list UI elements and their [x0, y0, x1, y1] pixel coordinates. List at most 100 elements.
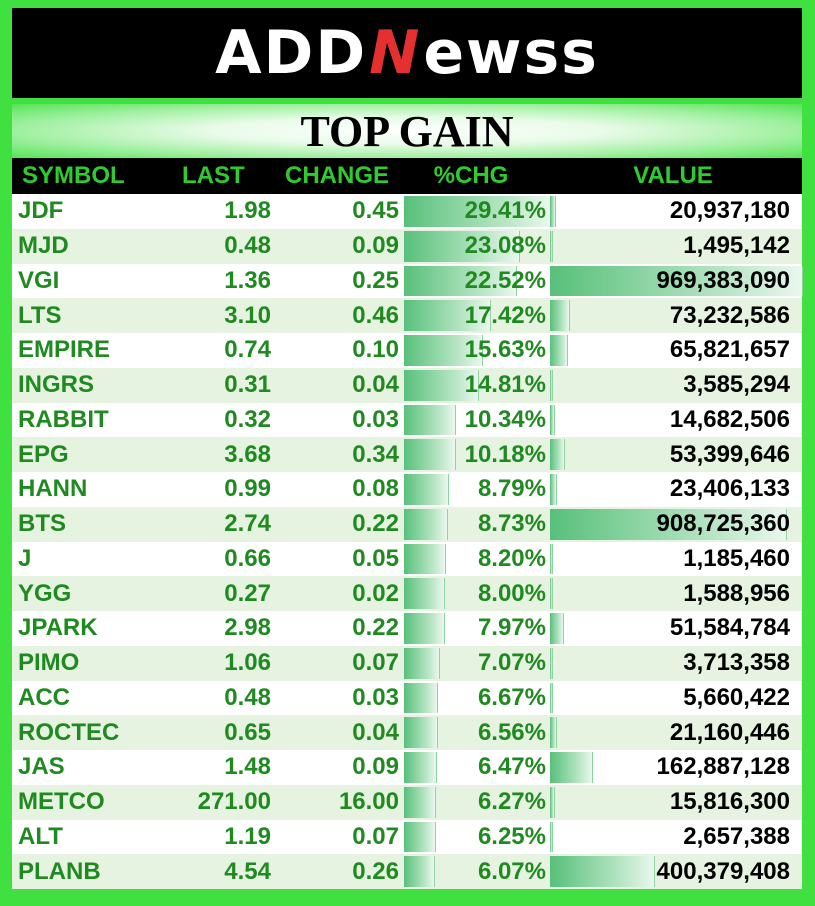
value-databar	[550, 369, 554, 401]
table-row: INGRS 0.31 0.04 14.81% 3,585,294	[12, 367, 802, 403]
row-change: 0.05	[352, 544, 399, 572]
brand-logo: ADD N ewss	[215, 18, 599, 88]
row-value-cell: 21,160,446	[550, 715, 802, 750]
row-change: 0.26	[352, 857, 399, 885]
table-row: JPARK 2.98 0.22 7.97% 51,584,784	[12, 611, 802, 646]
row-value-cell: 5,660,422	[550, 681, 802, 716]
pct-databar	[404, 578, 445, 609]
row-symbol: PIMO	[18, 649, 80, 677]
row-value: 969,383,090	[656, 266, 790, 294]
row-symbol: BTS	[18, 510, 66, 538]
row-value: 3,713,358	[683, 649, 790, 677]
row-change: 0.09	[352, 753, 399, 781]
row-pct: 29.41%	[464, 197, 546, 225]
row-change: 0.08	[352, 475, 399, 503]
row-pct: 14.81%	[464, 371, 546, 399]
row-last: 3.10	[224, 301, 271, 329]
value-databar	[550, 439, 565, 470]
row-value-cell: 1,185,460	[550, 542, 802, 577]
table-row: ACC 0.48 0.03 6.67% 5,660,422	[12, 680, 802, 716]
row-pct: 6.25%	[477, 822, 546, 850]
row-symbol: VGI	[18, 266, 60, 294]
table-row: BTS 2.74 0.22 8.73% 908,725,360	[12, 506, 802, 542]
row-value-cell: 3,713,358	[550, 646, 802, 681]
row-value-cell: 400,379,408	[550, 854, 802, 889]
row-pct: 23.08%	[464, 232, 546, 260]
row-value: 14,682,506	[669, 405, 790, 433]
row-symbol: YGG	[18, 579, 72, 607]
value-databar	[550, 786, 556, 818]
table-body: JDF 1.98 0.45 29.41% 20,937,180 MJD 0.48 0.09 23…	[12, 194, 803, 889]
column-header-value: VALUE	[633, 162, 713, 189]
pct-databar	[404, 647, 441, 679]
value-databar	[550, 404, 555, 436]
row-value-cell: 1,495,142	[550, 229, 802, 264]
row-pct: 6.47%	[477, 753, 546, 781]
pct-databar	[404, 613, 445, 644]
table-row: JDF 1.98 0.45 29.41% 20,937,180	[12, 194, 802, 229]
title-banner: TOP GAIN	[12, 104, 802, 158]
row-value: 1,588,956	[683, 579, 790, 607]
row-last: 0.99	[224, 475, 271, 503]
row-symbol: PLANB	[18, 857, 101, 885]
column-header-last: LAST	[182, 162, 245, 189]
pct-databar	[404, 752, 438, 783]
row-pct-cell: 14.81%	[404, 368, 550, 403]
pct-databar	[404, 335, 483, 366]
row-last: 0.65	[224, 718, 271, 746]
value-databar	[550, 578, 554, 609]
row-value-cell: 15,816,300	[550, 785, 802, 820]
row-pct: 6.07%	[477, 857, 546, 885]
row-pct-cell: 8.73%	[404, 507, 550, 542]
row-pct: 7.07%	[477, 649, 546, 677]
row-pct: 22.52%	[464, 266, 546, 294]
row-pct-cell: 8.00%	[404, 576, 550, 611]
row-change: 0.45	[352, 197, 399, 225]
logo-left-text: ADD	[215, 18, 368, 88]
column-header-symbol: SYMBOL	[22, 162, 125, 189]
logo-bar: ADD N ewss	[12, 8, 802, 98]
value-databar	[550, 717, 557, 748]
pct-databar	[404, 717, 438, 748]
table-row: YGG 0.27 0.02 8.00% 1,588,956	[12, 576, 802, 611]
row-value: 908,725,360	[656, 510, 790, 538]
row-pct-cell: 17.42%	[404, 298, 550, 333]
row-symbol: MJD	[18, 232, 69, 260]
row-value: 21,160,446	[669, 718, 790, 746]
row-pct-cell: 29.41%	[404, 194, 551, 229]
row-symbol: EPG	[18, 440, 69, 468]
row-value-cell: 53,399,646	[550, 437, 802, 472]
logo-right-text: ewss	[423, 18, 599, 88]
pct-databar	[404, 404, 457, 436]
value-databar	[550, 856, 656, 887]
row-last: 2.98	[224, 614, 271, 642]
stock-table: SYMBOL LAST CHANGE %CHG VALUE JDF 1.98 0.4…	[12, 158, 803, 889]
table-row: EMPIRE 0.74 0.10 15.63% 65,821,657	[12, 333, 802, 368]
row-last: 0.48	[224, 232, 271, 260]
table-row: HANN 0.99 0.08 8.79% 23,406,133	[12, 472, 802, 507]
row-change: 0.34	[352, 440, 399, 468]
value-databar	[550, 230, 554, 262]
pct-databar	[404, 821, 437, 853]
table-row: METCO 271.00 16.00 6.27% 15,816,300	[12, 784, 802, 820]
row-change: 0.07	[352, 649, 399, 677]
pct-databar	[404, 300, 492, 331]
row-symbol: HANN	[18, 475, 88, 503]
row-pct: 10.34%	[464, 405, 546, 433]
row-value-cell: 23,406,133	[550, 472, 802, 507]
row-last: 3.68	[224, 440, 271, 468]
row-change: 16.00	[338, 788, 399, 816]
value-databar	[550, 752, 594, 783]
row-pct-cell: 6.07%	[404, 854, 550, 889]
row-change: 0.25	[352, 266, 399, 294]
pct-databar	[404, 682, 439, 714]
row-value-cell: 14,682,506	[550, 403, 802, 438]
row-value: 51,584,784	[669, 614, 790, 642]
row-pct: 6.56%	[477, 718, 546, 746]
table-row: PIMO 1.06 0.07 7.07% 3,713,358	[12, 645, 802, 681]
table-row: EPG 3.68 0.34 10.18% 53,399,646	[12, 437, 802, 472]
row-change: 0.04	[352, 718, 399, 746]
row-symbol: J	[18, 544, 32, 572]
table-row: JAS 1.48 0.09 6.47% 162,887,128	[12, 750, 802, 785]
row-pct: 8.79%	[477, 475, 546, 503]
